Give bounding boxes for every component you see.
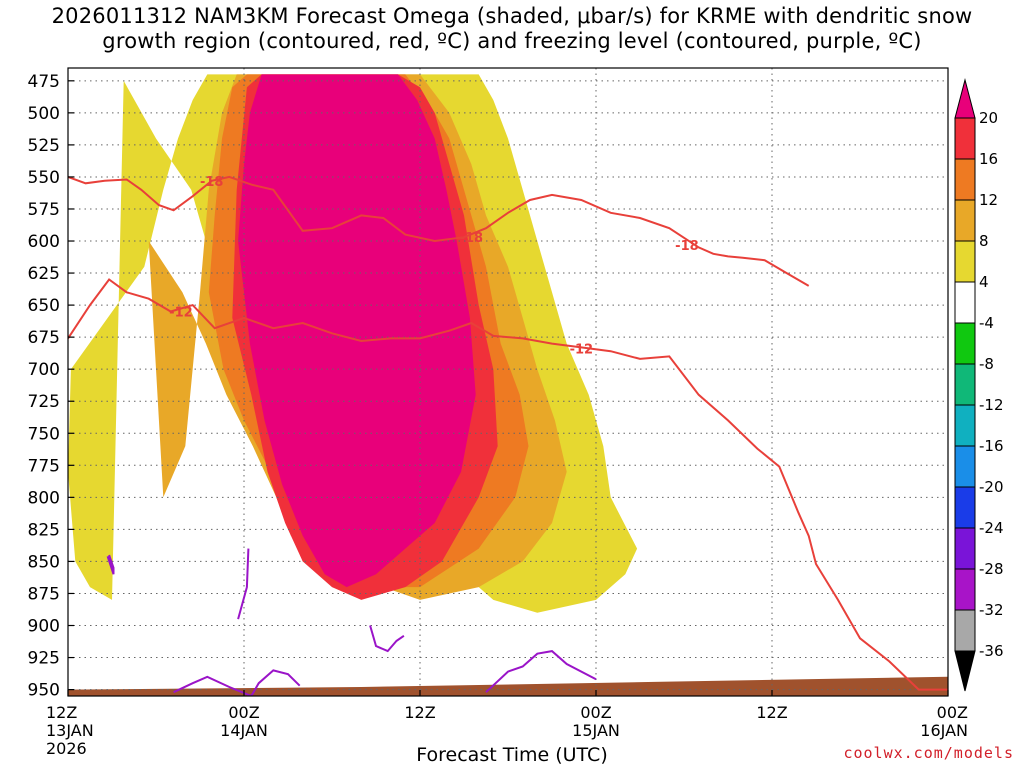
contour-label-3: -12 (169, 306, 193, 321)
contour-labels: -18 -18 -18 -12 -12 (169, 175, 699, 358)
omega-band-20 (238, 74, 476, 588)
credit-link[interactable]: coolwx.com/models (843, 744, 1014, 762)
colorbar-label: -28 (979, 560, 1004, 578)
freezing-contour-4 (485, 650, 597, 693)
y-tick-label: 525 (28, 136, 60, 156)
colorbar-label: -20 (979, 478, 1004, 496)
chart-title-line1: 2026011312 NAM3KM Forecast Omega (shaded… (51, 4, 973, 28)
x-tick-label: 15JAN (572, 721, 620, 740)
x-tick-label: 13JAN (46, 721, 94, 740)
colorbar-label: -8 (979, 355, 994, 373)
freezing-contours (106, 548, 597, 696)
y-tick-label: 775 (28, 456, 60, 476)
dgz-contour-1 (68, 278, 948, 691)
x-tick-label: 00Z (228, 703, 259, 722)
y-tick-label: 900 (28, 617, 60, 637)
y-tick-label: 750 (28, 424, 60, 444)
colorbar-bottom-arrow (954, 650, 976, 692)
colorbar-label: -12 (979, 396, 1004, 414)
colorbar-box-10 (954, 527, 976, 570)
y-tick-label: 875 (28, 584, 60, 604)
terrain-ground (68, 676, 948, 696)
plot-frame (67, 67, 949, 697)
colorbar-label: 8 (979, 232, 989, 250)
y-tick-label: 800 (28, 488, 60, 508)
y-tick-label: 925 (28, 649, 60, 669)
y-tick-label: 700 (28, 360, 60, 380)
x-tick-label: 12Z (404, 703, 435, 722)
chart-title-line2: growth region (contoured, red, ºC) and f… (102, 29, 922, 53)
colorbar-box-4 (954, 281, 976, 324)
y-tick-label: 825 (28, 520, 60, 540)
colorbar-box-7 (954, 404, 976, 447)
grid-lines (68, 68, 948, 696)
colorbar-box-9 (954, 486, 976, 529)
y-tick-label: 500 (28, 104, 60, 124)
y-tick-label: 575 (28, 200, 60, 220)
colorbar-label: 16 (979, 150, 998, 168)
y-axis: 475 500 525 550 575 600 625 650 675 700 725 750 775 8… (28, 72, 74, 701)
x-tick-label: 00Z (580, 703, 611, 722)
colorbar-top-arrow (954, 78, 976, 119)
omega-shading (68, 74, 638, 613)
x-tick-label: 2026 (46, 739, 87, 758)
x-tick-label: 00Z (937, 703, 968, 722)
y-tick-label: 600 (28, 232, 60, 252)
y-tick-label: 625 (28, 264, 60, 284)
colorbar-label: -36 (979, 642, 1004, 660)
x-tick-label: 12Z (756, 703, 787, 722)
chart-title: 2026011312 NAM3KM Forecast Omega (shaded… (0, 4, 1024, 54)
x-tick-label: 14JAN (220, 721, 268, 740)
colorbar-box-2 (954, 199, 976, 242)
freezing-contour-0 (106, 554, 115, 575)
colorbar-label: 20 (979, 109, 998, 127)
colorbar-box-8 (954, 445, 976, 488)
contour-label-0: -18 (200, 175, 224, 190)
contour-label-1: -18 (460, 231, 484, 246)
y-tick-label: 550 (28, 168, 60, 188)
y-tick-label: 725 (28, 392, 60, 412)
colorbar: 20 16 12 8 4 -4 -8 -12 -16 -20 -24 -28 -32 -36 (954, 78, 1004, 692)
colorbar-box-1 (954, 158, 976, 201)
temperature-contours (68, 175, 948, 691)
y-tick-label: 675 (28, 328, 60, 348)
colorbar-label: -24 (979, 519, 1004, 537)
y-tick-label: 650 (28, 296, 60, 316)
y-tick-label: 950 (28, 681, 60, 701)
colorbar-label: 12 (979, 191, 998, 209)
freezing-contour-2 (369, 625, 405, 653)
colorbar-label: -16 (979, 437, 1004, 455)
colorbar-box-0 (954, 117, 976, 160)
ground-surface (68, 676, 948, 696)
colorbar-box-11 (954, 568, 976, 611)
dgz-contour-0 (68, 175, 810, 287)
freezing-contour-1 (237, 548, 250, 620)
colorbar-box-6 (954, 363, 976, 406)
y-tick-label: 850 (28, 552, 60, 572)
x-tick-label: 16JAN (920, 721, 968, 740)
freezing-contour-3 (173, 669, 301, 696)
colorbar-label: -4 (979, 314, 994, 332)
colorbar-box-3 (954, 240, 976, 283)
y-tick-label: 475 (28, 72, 60, 92)
x-axis-label: Forecast Time (UTC) (416, 744, 608, 766)
contour-label-2: -18 (675, 239, 699, 254)
colorbar-box-5 (954, 322, 976, 365)
contour-label-4: -12 (570, 343, 594, 358)
colorbar-box-12 (954, 609, 976, 652)
x-tick-label: 12Z (46, 703, 77, 722)
colorbar-label: -32 (979, 601, 1004, 619)
colorbar-label: 4 (979, 273, 989, 291)
